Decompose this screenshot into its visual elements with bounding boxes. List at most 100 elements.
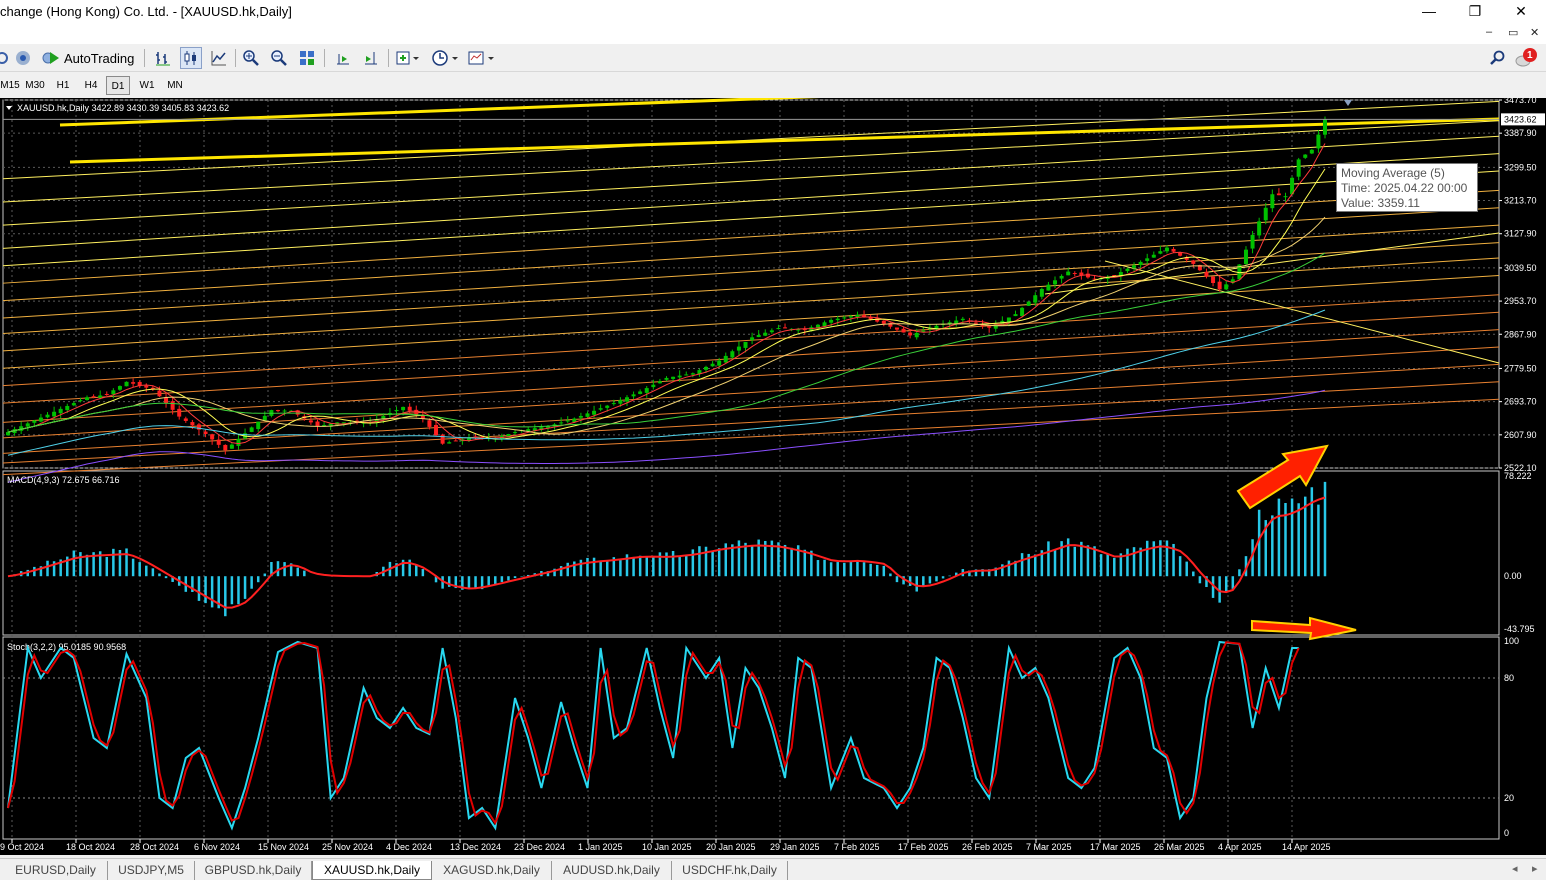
timeframe-d1[interactable]: D1 [106,76,130,95]
candle-body [1125,268,1130,272]
tile-windows-icon[interactable] [296,47,318,69]
candle-body [58,408,63,414]
timeframe-m15[interactable]: M15 [0,80,20,91]
bar-chart-icon[interactable] [152,47,174,69]
price-axis-label: 2693.70 [1504,397,1537,407]
candle-body [315,421,320,427]
price-axis-label: 2779.50 [1504,363,1537,373]
candle-body [539,427,544,431]
price-axis-label: 2607.90 [1504,430,1537,440]
line-chart-icon[interactable] [208,47,230,69]
candle-body [52,411,57,417]
toolbar: AutoTrading 1 [0,44,1546,72]
toolbar-separator [235,49,236,67]
chart-tabs: ◂ ▸ EURUSD,Daily USDJPY,M5 GBPUSD.hk,Daily… [0,858,1546,880]
candle-body [91,396,96,398]
chart-shift-icon[interactable] [332,47,354,69]
upward-trendline [1044,232,1500,295]
candle-body [743,341,748,348]
fan-trendline [2,294,1500,387]
market-watch-icon[interactable] [0,47,10,69]
candle-body [45,414,50,418]
moving-average-line-50 [7,252,1326,433]
mdi-close-button[interactable]: ✕ [1530,27,1540,39]
chart-tab[interactable]: GBPUSD.hk,Daily [195,861,312,880]
timeframe-m30[interactable]: M30 [25,80,45,91]
alerts-icon[interactable]: 1 [1514,47,1540,69]
chart-canvas[interactable]: 3473.70 3387.90 3299.50 3213.70 3127.90 3039.… [0,98,1546,855]
candle-body [848,316,853,318]
candle-body [473,436,478,438]
candle-body [1059,275,1064,279]
candle-body [170,401,175,410]
candle-body [710,363,715,367]
candle-body [216,439,221,445]
candle-body [1118,272,1123,277]
chart-tab[interactable]: XAUUSD.hk,Daily [312,861,432,880]
date-axis-label: 7 Feb 2025 [834,842,880,852]
price-axis-label: 3473.70 [1504,98,1537,105]
chart-tab[interactable]: USDCHF.hk,Daily [672,861,788,880]
price-axis-label: 2953.70 [1504,296,1537,306]
date-axis-label: 10 Jan 2025 [642,842,692,852]
candle-body [914,332,919,338]
minimize-button[interactable]: — [1422,3,1436,19]
mdi-minimize-button[interactable]: – [1486,26,1493,38]
chart-tab[interactable]: AUDUSD.hk,Daily [552,861,672,880]
candle-body [104,393,109,395]
candle-body [1079,272,1084,276]
moving-average-line-200 [7,389,1326,483]
menu-bar: – ▭ ✕ [0,24,1546,44]
close-button[interactable]: ✕ [1515,3,1527,19]
search-icon[interactable] [1488,47,1508,69]
date-axis-label: 6 Nov 2024 [194,842,240,852]
tab-scroll-right-icon[interactable]: ▸ [1532,863,1538,875]
chart-tab[interactable]: XAGUSD.hk,Daily [432,861,552,880]
mdi-restore-button[interactable]: ▭ [1508,27,1519,39]
autoscroll-icon[interactable] [360,47,382,69]
candle-body [1290,177,1295,195]
chart-tab[interactable]: EURUSD,Daily [4,861,108,880]
price-axis-label: 2867.90 [1504,329,1537,339]
autotrading-button[interactable]: AutoTrading [38,47,138,69]
candlestick-icon[interactable] [180,47,202,69]
macd-axis-label: 0.00 [1504,571,1522,581]
tab-scroll-left-icon[interactable]: ◂ [1512,863,1518,875]
candle-body [144,385,149,388]
stoch-pane-border [2,636,1500,840]
candle-body [684,374,689,376]
candle-body [671,376,676,379]
chart-tab[interactable]: USDJPY,M5 [108,861,195,880]
fan-trendline [2,242,1500,334]
candle-body [736,346,741,351]
templates-icon[interactable] [466,47,498,69]
candle-body [611,403,616,405]
date-axis-label: 20 Jan 2025 [706,842,756,852]
candle-body [440,434,445,444]
candle-body [1323,119,1327,135]
restore-button[interactable]: ❐ [1468,3,1482,19]
stoch-axis-label: 80 [1504,673,1514,683]
candle-body [164,397,169,404]
zoom-out-icon[interactable] [268,47,290,69]
date-axis-label: 13 Dec 2024 [450,842,501,852]
candle-body [730,351,735,358]
timeframe-h4[interactable]: H4 [84,80,98,91]
candle-body [1250,234,1255,249]
periods-icon[interactable] [430,47,462,69]
indicators-icon[interactable] [394,47,424,69]
timeframe-mn[interactable]: MN [167,80,183,91]
zoom-in-icon[interactable] [240,47,262,69]
candle-body [111,390,116,395]
date-axis-label: 18 Oct 2024 [66,842,115,852]
fan-trendline [2,153,1500,249]
chart-window[interactable]: 3473.70 3387.90 3299.50 3213.70 3127.90 3039.… [0,98,1546,855]
timeframe-w1[interactable]: W1 [139,80,155,91]
timeframe-h1[interactable]: H1 [56,80,70,91]
candle-body [769,330,774,333]
autotrading-label: AutoTrading [64,50,135,66]
date-axis-label: 29 Jan 2025 [770,842,820,852]
signals-icon[interactable] [12,47,34,69]
candle-body [355,420,360,423]
price-axis-label: 3127.90 [1504,229,1537,239]
